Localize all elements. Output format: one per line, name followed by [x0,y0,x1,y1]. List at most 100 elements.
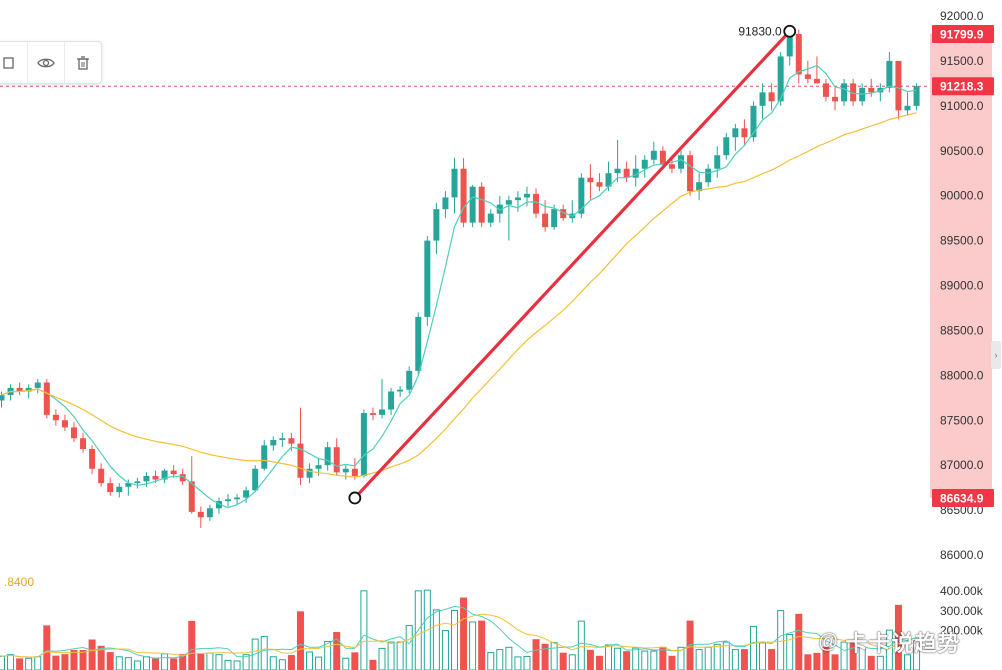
left-indicator-label: .8400 [4,575,34,589]
candle-body [215,501,222,509]
volume-bar [188,620,196,670]
candle-body [107,483,114,493]
volume-bar [541,643,549,670]
candle-body [397,389,404,392]
volume-bar [514,656,522,670]
candle-body [886,60,893,88]
volume-bar [795,613,803,670]
price-tag-label: 91799.9 [940,27,984,41]
candle-body [596,182,603,187]
volume-bar [894,604,902,670]
volume-bar [432,609,440,670]
candle-body [542,213,549,228]
ma-slow-line [1,112,917,478]
volume-bar [161,653,169,670]
candle-body [496,204,503,214]
volume-bar [124,657,132,670]
volume-bar [70,649,78,670]
volume-bar [25,657,33,670]
candle-body [687,155,694,192]
candle-body [388,391,395,410]
volume-bar [577,620,585,670]
candle-body [34,382,41,388]
candle-body [650,150,657,160]
candle-body [795,33,802,75]
volume-bar [405,625,413,670]
candle-body [732,128,739,138]
eye-icon [37,58,55,67]
watermark: @ 卡卡说趋势 [818,626,960,658]
candle-body [705,168,712,183]
candle-body [306,468,313,478]
volume-bar [333,631,341,670]
candle-body [442,197,449,210]
candle-body [696,182,703,192]
volume-bar [396,641,404,670]
volume-bar [885,629,893,670]
volume-tick-label: 300.00k [940,604,984,618]
candle-body [261,445,268,469]
trend-end-label: 91830.0 [738,24,782,38]
candle-body [0,395,5,401]
visibility-button[interactable] [28,42,65,83]
candle-body [234,497,241,500]
volume-bar [260,635,268,670]
duplicate-button[interactable] [0,42,28,83]
candle-body [243,490,250,498]
candle-body [668,164,675,169]
volume-bar [115,656,123,670]
candle-body [786,33,793,57]
volume-bar [152,658,160,670]
candle-body [641,159,648,169]
candle-body [424,240,431,317]
volume-bar [61,654,69,670]
price-tag-box [932,77,994,96]
volume-bar [460,597,468,670]
volume-bar [532,639,540,670]
volume-bar [650,650,658,670]
price-tag-box [932,488,994,507]
price-tick-label: 89500.0 [940,234,984,248]
volume-ma-slow [1,613,917,658]
delete-button[interactable] [65,42,101,83]
volume-tick-label: 200.00k [940,624,984,638]
price-axis[interactable]: 92000.0 91500.0 91000.0 90500.0 90000.0 89500… [940,9,984,638]
candle-body [478,186,485,223]
volume-bar [360,590,368,670]
candle-body [152,475,159,480]
candle-body [406,370,413,390]
axis-collapse-handle[interactable]: › [991,341,1001,369]
volume-bar [777,610,785,670]
candle-body [895,60,902,111]
volume-bar [913,640,921,670]
volume-bar [695,649,703,670]
volume-bar [804,654,812,670]
volume-bar [7,654,15,670]
candle-body [587,177,594,183]
candle-body [750,105,757,138]
candle-body [605,173,612,187]
candle-body [170,470,177,475]
candle-body [487,213,494,223]
duplicate-icon [3,56,14,69]
axis-highlight-band [930,33,992,498]
volume-bar [668,655,676,670]
candle-body [197,511,204,518]
volume-bar [287,655,295,670]
candle-body [61,420,68,428]
price-tick-label: 87500.0 [940,413,984,427]
volume-bar [351,652,359,670]
candle-body [379,409,386,415]
watermark-at: @ [818,630,840,653]
volume-bar [170,658,178,670]
candle-body [270,440,277,446]
candle-body [433,209,440,241]
candle-body [279,438,286,441]
candle-body [832,96,839,102]
candle-body [125,483,132,487]
volume-bars [0,589,921,670]
price-tag-label: 86634.9 [940,491,984,505]
candle-body [206,508,213,518]
trend-line-drawing[interactable]: 91830.0 [348,24,797,505]
